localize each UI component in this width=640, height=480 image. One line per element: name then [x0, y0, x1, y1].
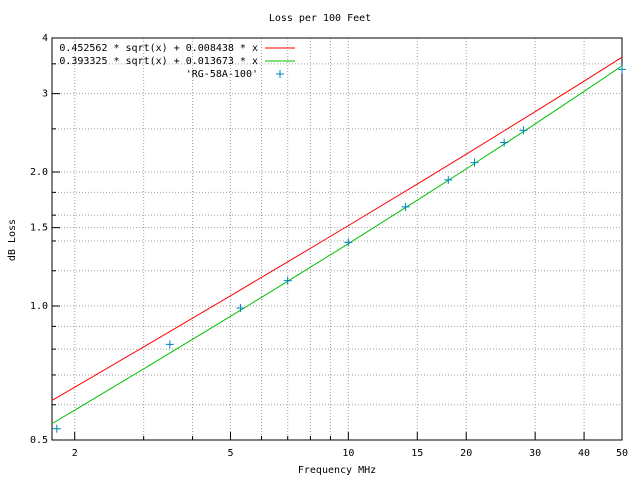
x-axis-label: Frequency MHz [298, 465, 376, 476]
data-point [283, 276, 292, 285]
y-tick-label: 3 [42, 89, 48, 100]
x-tick-label: 2 [72, 448, 78, 459]
x-tick-label: 50 [616, 448, 628, 459]
y-tick-label: 1.5 [30, 223, 48, 234]
data-point [618, 65, 626, 74]
data-point [500, 138, 509, 147]
data-point [470, 158, 479, 167]
series-line [51, 65, 623, 425]
legend-label: 0.452562 * sqrt(x) + 0.008438 * x [59, 43, 258, 54]
plot-border [51, 37, 623, 441]
y-tick-label: 1.0 [30, 301, 48, 312]
x-tick-label: 15 [411, 448, 423, 459]
data-point [444, 175, 453, 184]
x-tick-label: 5 [227, 448, 233, 459]
y-tick-label: 2.0 [30, 167, 48, 178]
legend-label: 0.393325 * sqrt(x) + 0.013673 * x [59, 56, 258, 67]
legend-swatch [276, 70, 284, 78]
x-tick-label: 30 [529, 448, 541, 459]
y-axis-label: dB Loss [7, 219, 18, 261]
y-tick-label: 0.5 [30, 435, 48, 446]
data-point [52, 424, 61, 433]
y-tick-label: 4 [42, 33, 48, 44]
data-point [236, 303, 245, 312]
data-point [165, 340, 174, 349]
data-point [344, 238, 353, 247]
x-tick-label: 40 [578, 448, 590, 459]
x-tick-label: 20 [460, 448, 472, 459]
x-tick-label: 10 [342, 448, 354, 459]
series-line [51, 56, 623, 401]
data-point [401, 202, 410, 211]
chart-title: Loss per 100 Feet [269, 13, 371, 24]
legend-label: 'RG-58A-100' [186, 69, 258, 80]
data-point [519, 126, 528, 135]
